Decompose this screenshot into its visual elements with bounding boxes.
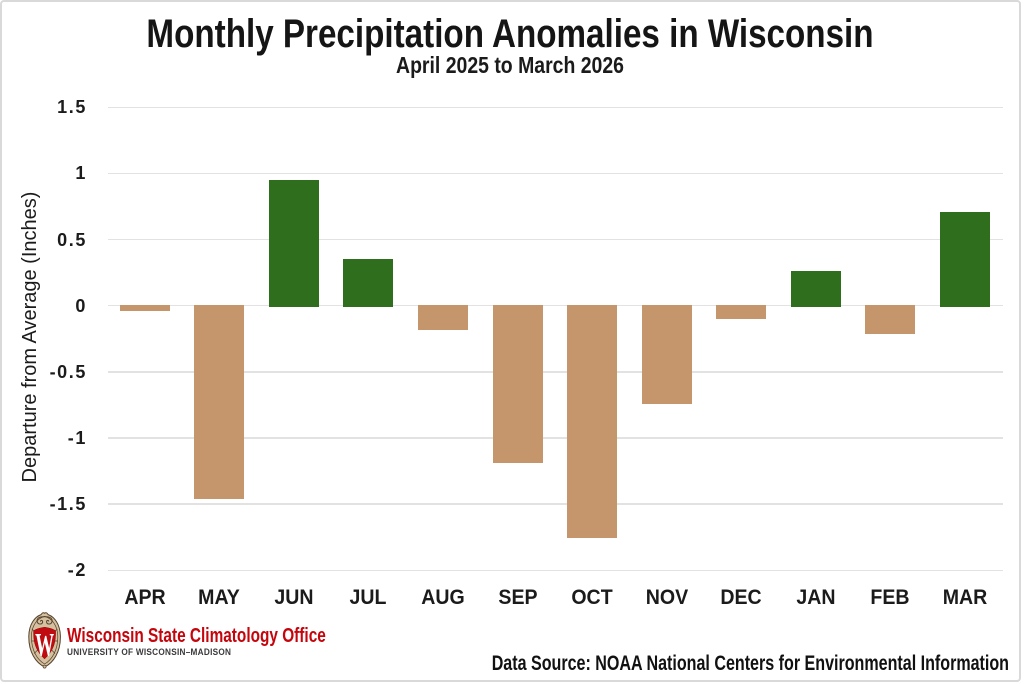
svg-text:W: W <box>35 626 54 663</box>
